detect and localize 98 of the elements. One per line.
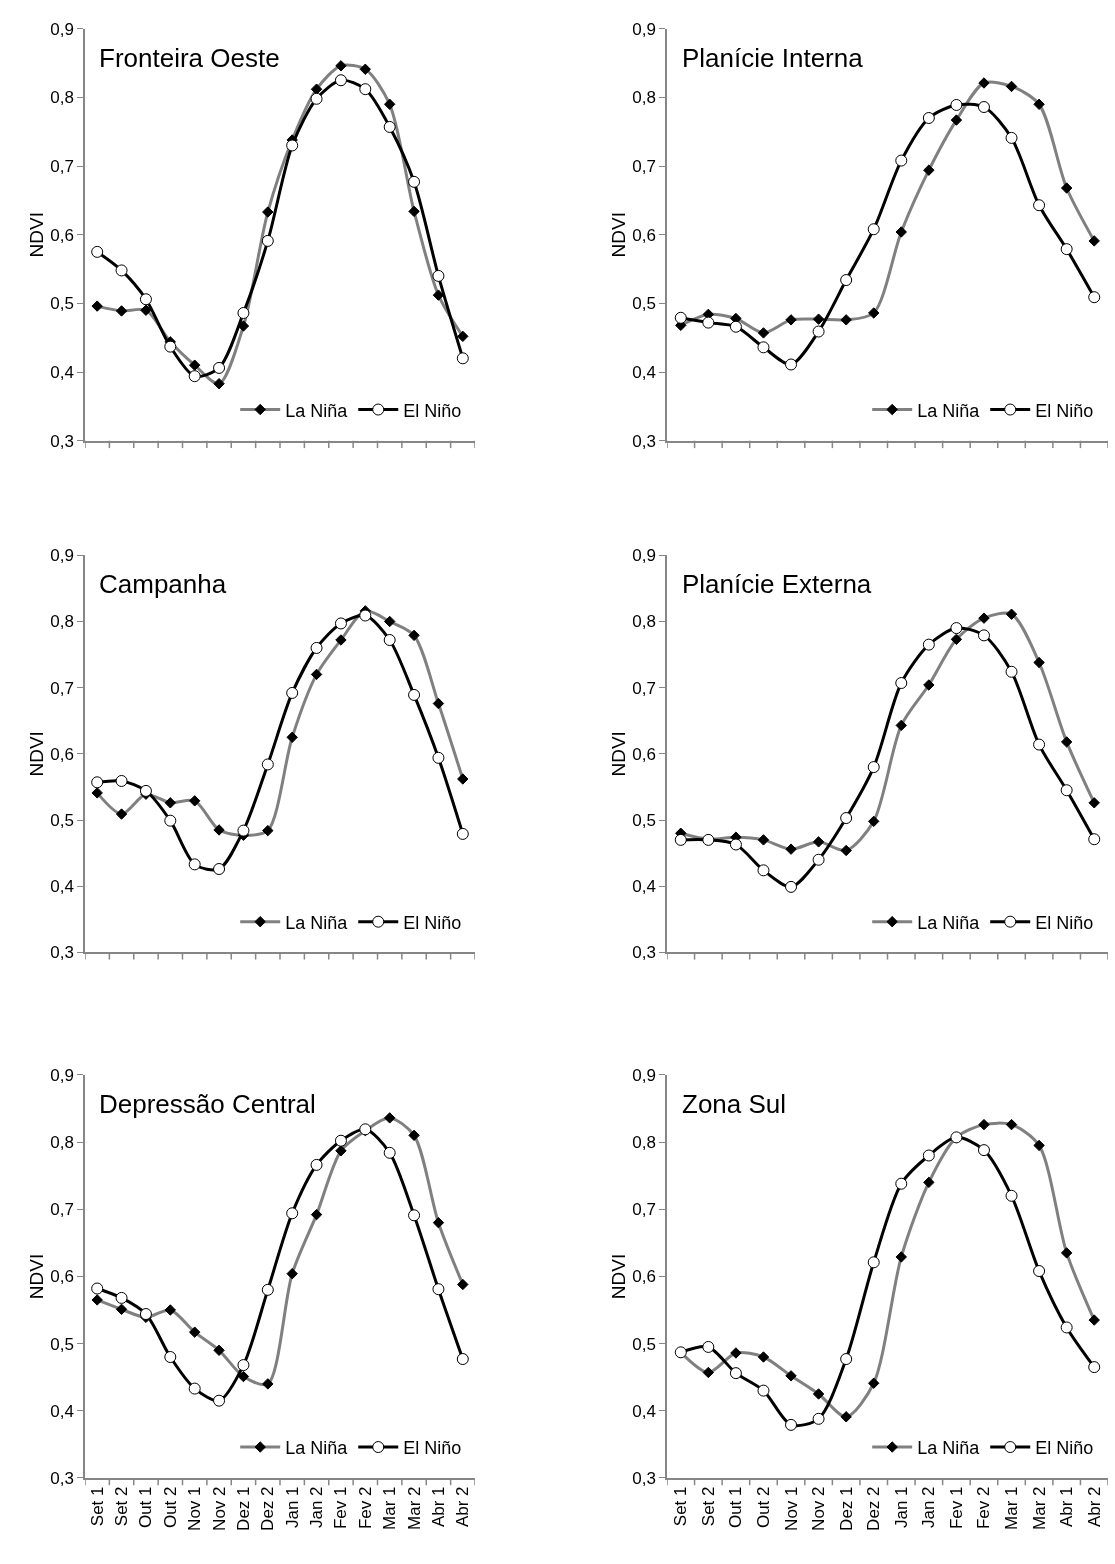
y-tick-label: 0,4 xyxy=(632,1401,656,1421)
y-tick-label: 0,3 xyxy=(50,943,74,963)
text: Campanha xyxy=(99,569,227,599)
y-tick-label: 0,4 xyxy=(50,877,74,897)
y-tick-label: 0,5 xyxy=(632,294,656,314)
legend-label: El Niño xyxy=(403,1438,462,1459)
x-tick-label: Dez 1 xyxy=(233,1486,253,1531)
y-tick-label: 0,3 xyxy=(632,943,656,963)
y-tick-label: 0,7 xyxy=(50,1200,74,1220)
x-tick-label: Nov 1 xyxy=(781,1486,801,1531)
y-tick-label: 0,8 xyxy=(50,612,74,632)
y-tick-label: 0,6 xyxy=(632,225,656,245)
y-tick-label: 0,4 xyxy=(632,362,656,382)
y-tick-label: 0,6 xyxy=(50,225,74,245)
y-tick-label: 0,7 xyxy=(632,678,656,698)
text: Fronteira Oeste xyxy=(99,43,280,73)
y-tick-label: 0,5 xyxy=(632,810,656,830)
y-tick-label: 0,7 xyxy=(632,1200,656,1220)
x-tick-label: Nov 2 xyxy=(209,1486,229,1531)
y-tick-label: 0,9 xyxy=(50,546,74,566)
y-tick-label: 0,7 xyxy=(50,678,74,698)
text: Depressão Central xyxy=(99,1089,316,1119)
x-tick-label: Mar 1 xyxy=(1002,1486,1022,1530)
x-tick-label: Jan 1 xyxy=(282,1486,302,1529)
y-axis-title: NDVI xyxy=(607,731,629,777)
x-tick-label: Nov 2 xyxy=(809,1486,829,1531)
x-tick-label: Fev 2 xyxy=(355,1486,375,1530)
legend-label: El Niño xyxy=(403,912,462,933)
y-tick-label: 0,9 xyxy=(632,19,656,39)
y-axis-title: NDVI xyxy=(25,212,47,258)
y-axis-title: NDVI xyxy=(25,731,47,777)
x-tick-label: Mar 2 xyxy=(404,1486,424,1530)
y-axis-title: NDVI xyxy=(607,1253,629,1300)
x-tick-label: Abr 2 xyxy=(453,1486,473,1528)
y-tick-label: 0,6 xyxy=(50,1267,74,1287)
y-tick-label: 0,3 xyxy=(632,1468,656,1488)
x-tick-label: Dez 2 xyxy=(864,1486,884,1531)
x-tick-label: Set 1 xyxy=(87,1486,107,1527)
y-tick-label: 0,9 xyxy=(50,1065,74,1085)
y-tick-label: 0,5 xyxy=(50,1334,74,1354)
y-tick-label: 0,5 xyxy=(632,1334,656,1354)
legend-label: La Niña xyxy=(285,1438,349,1459)
y-tick-label: 0,3 xyxy=(50,1468,74,1488)
y-tick-label: 0,7 xyxy=(632,157,656,177)
x-tick-label: Out 2 xyxy=(160,1486,180,1529)
y-tick-label: 0,4 xyxy=(632,877,656,897)
x-tick-label: Abr 1 xyxy=(1057,1486,1077,1528)
y-tick-label: 0,3 xyxy=(632,431,656,451)
x-tick-label: Set 1 xyxy=(671,1486,691,1527)
legend-label: El Niño xyxy=(1035,1438,1094,1459)
x-tick-label: Jan 2 xyxy=(919,1486,939,1529)
legend-label: La Niña xyxy=(917,400,981,421)
y-tick-label: 0,5 xyxy=(50,810,74,830)
x-tick-label: Out 1 xyxy=(726,1486,746,1529)
x-tick-label: Fev 1 xyxy=(946,1486,966,1530)
x-tick-label: Jan 2 xyxy=(307,1486,327,1529)
x-tick-label: Mar 1 xyxy=(380,1486,400,1530)
x-tick-label: Fev 1 xyxy=(331,1486,351,1530)
y-tick-label: 0,8 xyxy=(50,88,74,108)
x-tick-label: Set 2 xyxy=(112,1486,132,1527)
legend-label: El Niño xyxy=(403,400,462,421)
y-tick-label: 0,6 xyxy=(632,744,656,764)
y-tick-label: 0,5 xyxy=(50,294,74,314)
y-tick-label: 0,6 xyxy=(632,1267,656,1287)
y-tick-label: 0,9 xyxy=(632,546,656,566)
y-tick-label: 0,4 xyxy=(50,362,74,382)
legend-label: La Niña xyxy=(917,912,981,933)
x-tick-label: Fev 2 xyxy=(974,1486,994,1530)
x-tick-label: Out 2 xyxy=(753,1486,773,1529)
x-tick-label: Mar 2 xyxy=(1029,1486,1049,1530)
y-axis-title: NDVI xyxy=(607,212,629,258)
legend-label: La Niña xyxy=(285,400,349,421)
x-tick-label: Nov 1 xyxy=(185,1486,205,1531)
x-tick-label: Jan 1 xyxy=(891,1486,911,1529)
x-tick-label: Dez 2 xyxy=(258,1486,278,1531)
legend-label: La Niña xyxy=(917,1438,981,1459)
y-tick-label: 0,8 xyxy=(632,88,656,108)
y-axis-title: NDVI xyxy=(25,1253,47,1300)
y-tick-label: 0,3 xyxy=(50,431,74,451)
x-tick-label: Dez 1 xyxy=(836,1486,856,1531)
y-tick-label: 0,8 xyxy=(632,1133,656,1153)
y-tick-label: 0,8 xyxy=(632,612,656,632)
x-tick-label: Abr 2 xyxy=(1084,1486,1104,1528)
legend-label: El Niño xyxy=(1035,912,1094,933)
y-tick-label: 0,8 xyxy=(50,1133,74,1153)
text: Planície Interna xyxy=(682,43,864,73)
y-tick-label: 0,4 xyxy=(50,1401,74,1421)
y-tick-label: 0,9 xyxy=(50,19,74,39)
legend-label: El Niño xyxy=(1035,400,1094,421)
y-tick-label: 0,9 xyxy=(632,1065,656,1085)
x-tick-label: Out 1 xyxy=(136,1486,156,1529)
x-tick-label: Abr 1 xyxy=(428,1486,448,1528)
y-tick-label: 0,7 xyxy=(50,157,74,177)
x-tick-label: Set 2 xyxy=(698,1486,718,1527)
text: Planície Externa xyxy=(682,569,872,599)
legend-label: La Niña xyxy=(285,912,349,933)
y-tick-label: 0,6 xyxy=(50,744,74,764)
text: Zona Sul xyxy=(682,1089,787,1119)
